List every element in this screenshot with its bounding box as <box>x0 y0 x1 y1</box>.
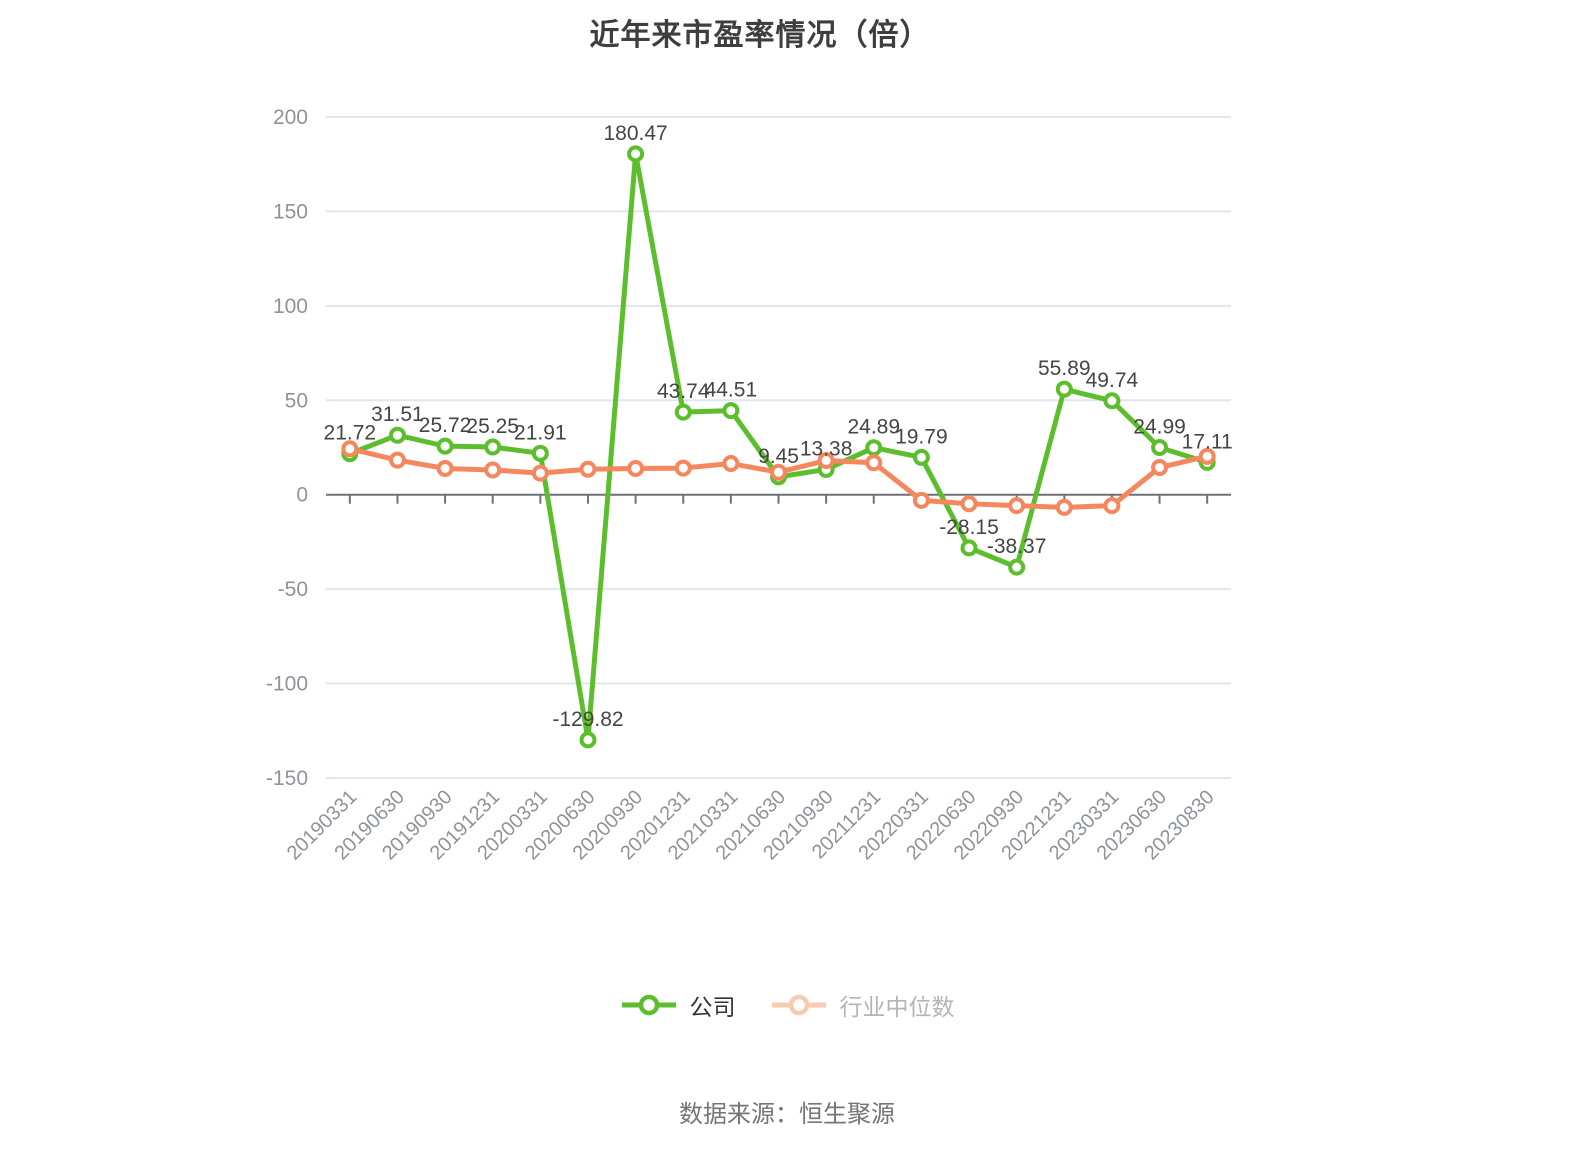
industry-median-point[interactable] <box>770 463 787 481</box>
company-point-label: 55.89 <box>1038 357 1091 380</box>
industry-median-point[interactable] <box>531 464 549 482</box>
company-point-label: 21.72 <box>324 422 377 445</box>
company-point-label: 44.51 <box>705 379 758 402</box>
company-point[interactable] <box>960 539 978 557</box>
industry-median-point[interactable] <box>1103 497 1121 515</box>
company-point[interactable] <box>865 439 883 457</box>
y-axis-label: -50 <box>278 578 308 601</box>
company-point[interactable] <box>1151 439 1169 457</box>
company-point-label: 19.79 <box>895 425 948 448</box>
company-legend-label: 公司 <box>689 994 736 1020</box>
industry-median-point[interactable] <box>1151 459 1169 477</box>
company-point[interactable] <box>1055 380 1073 398</box>
company-point-label: 49.74 <box>1086 369 1139 392</box>
company-point-label: -38.37 <box>987 535 1047 558</box>
company-point-label: -129.82 <box>552 708 623 731</box>
y-axis-label: 150 <box>273 200 308 223</box>
company-point-label: 43.74 <box>657 380 710 403</box>
industry-median-point[interactable] <box>388 451 406 469</box>
industry-median-legend-icon <box>771 994 826 1016</box>
industry-median-point[interactable] <box>579 460 597 478</box>
y-axis-label: 100 <box>273 295 308 318</box>
company-point-label: 24.89 <box>847 416 900 439</box>
company-point-label: -28.15 <box>939 516 999 539</box>
company-point-label: 25.72 <box>419 414 472 437</box>
company-point-label: 13.38 <box>800 437 853 460</box>
industry-median-point[interactable] <box>484 461 502 479</box>
industry-median-point[interactable] <box>960 495 978 513</box>
company-point-label: 21.91 <box>514 421 567 444</box>
company-point-label: 25.25 <box>466 415 519 438</box>
y-axis-label: 50 <box>285 389 308 412</box>
industry-median-point[interactable] <box>627 459 645 477</box>
industry-median-point[interactable] <box>912 491 930 509</box>
y-axis-label: -100 <box>266 673 308 696</box>
industry-median-legend-label: 行业中位数 <box>839 994 955 1020</box>
company-point[interactable] <box>436 437 454 455</box>
company-point[interactable] <box>579 731 597 749</box>
pe-ratio-line-chart: 200150100500-50-100-15020190331201906302… <box>266 106 1233 864</box>
industry-median-point[interactable] <box>1055 498 1073 516</box>
data-source-note: 数据来源：恒生聚源 <box>679 1101 895 1128</box>
legend: 公司 行业中位数 <box>0 988 1574 1022</box>
company-point[interactable] <box>531 444 549 462</box>
company-point[interactable] <box>627 145 645 163</box>
y-axis-label: 200 <box>273 106 308 129</box>
legend-item-industry-median[interactable]: 行业中位数 <box>770 988 955 1022</box>
industry-median-point[interactable] <box>722 455 740 473</box>
industry-median-point[interactable] <box>817 452 835 470</box>
company-point-label: 9.45 <box>758 445 799 468</box>
company-legend-icon <box>621 994 676 1016</box>
company-point[interactable] <box>674 403 692 421</box>
industry-median-point[interactable] <box>865 454 883 472</box>
company-point[interactable] <box>1008 558 1026 576</box>
industry-median-point[interactable] <box>1198 447 1216 465</box>
legend-item-company[interactable]: 公司 <box>620 988 736 1022</box>
company-point-label: 31.51 <box>371 403 424 426</box>
company-point-label: 180.47 <box>603 122 667 145</box>
company-point-label: 24.99 <box>1133 416 1186 439</box>
y-axis-label: 0 <box>296 484 308 507</box>
company-point[interactable] <box>484 438 502 456</box>
industry-median-point[interactable] <box>1008 497 1026 515</box>
y-axis-label: -150 <box>266 767 308 790</box>
chart-title: 近年来市盈率情况（倍） <box>589 19 931 52</box>
industry-median-point[interactable] <box>341 440 359 458</box>
company-point[interactable] <box>912 448 930 466</box>
company-point[interactable] <box>388 426 406 444</box>
company-point[interactable] <box>1103 392 1121 410</box>
company-point[interactable] <box>722 402 740 420</box>
industry-median-point[interactable] <box>674 459 692 477</box>
company-point-label: 17.11 <box>1182 430 1233 453</box>
industry-median-point[interactable] <box>436 459 454 477</box>
